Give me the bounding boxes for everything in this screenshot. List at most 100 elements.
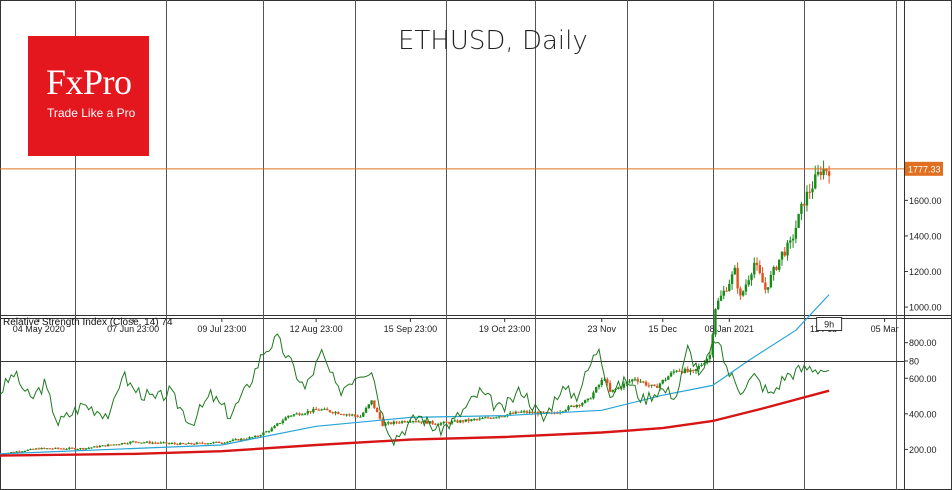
candle-body [251, 437, 254, 439]
candle-body [511, 412, 515, 414]
candle-body [542, 411, 545, 413]
candle-body [603, 379, 606, 381]
rsi-line [0, 333, 830, 447]
candle-body [228, 440, 232, 442]
candle-body [764, 282, 767, 290]
candle-body [317, 409, 321, 411]
candle-body [400, 421, 404, 423]
candle-body [478, 418, 481, 420]
candle-body [353, 414, 357, 416]
candle-body [597, 385, 601, 388]
candle-body [736, 267, 739, 289]
candle-body [572, 405, 576, 407]
candle-body [328, 410, 332, 413]
candle-body [281, 420, 285, 424]
candle-body [184, 443, 187, 445]
candle-body [664, 379, 667, 381]
x-tick-label: 05 Mar [871, 324, 899, 334]
candle-body [650, 384, 653, 386]
candle-body [126, 443, 129, 445]
y-tick-label: 200.00 [909, 445, 937, 455]
candle-body [450, 421, 454, 424]
x-tick-label: 12 Aug 23:00 [290, 324, 343, 334]
candle-body [59, 448, 63, 450]
candle-body [68, 447, 71, 449]
candle-body [34, 448, 38, 450]
candle-body [581, 403, 584, 406]
candle-body [112, 444, 115, 446]
candle-body [162, 442, 165, 444]
candle-body [700, 364, 703, 367]
candle-body [234, 439, 237, 441]
candle-body [816, 171, 820, 175]
candle-body [181, 443, 185, 445]
candle-body [808, 191, 811, 193]
candle-body [578, 404, 581, 406]
candle-body [276, 423, 279, 426]
candle-body [373, 400, 376, 408]
candle-body [697, 366, 700, 370]
current-price-label: 1777.33 [908, 164, 941, 174]
candle-body [522, 411, 526, 413]
candle-body [425, 420, 429, 424]
candle-body [766, 287, 770, 290]
y-tick-label: 800.00 [909, 338, 937, 348]
candle-body [106, 444, 110, 447]
candle-body [728, 283, 731, 291]
candle-body [154, 442, 157, 444]
candle-body [647, 385, 651, 387]
candle-body [633, 379, 637, 381]
candle-body [414, 421, 418, 423]
candle-body [348, 414, 351, 416]
candle-body [93, 446, 96, 448]
candle-body [37, 448, 41, 450]
candle-body [65, 448, 68, 450]
candle-body [48, 448, 52, 450]
candle-body [786, 242, 789, 256]
candle-body [617, 387, 620, 389]
candle-body [423, 420, 426, 423]
candle-body [500, 416, 504, 418]
candle-body [470, 419, 473, 421]
candle-body [489, 417, 493, 419]
candle-body [533, 412, 537, 414]
candle-body [775, 267, 778, 270]
candle-body [29, 448, 32, 450]
candle-body [420, 421, 423, 423]
candle-body [81, 448, 85, 450]
candle-body [12, 452, 16, 454]
x-tick-label: 07 Jun 23:00 [107, 324, 159, 334]
candle-body [428, 421, 432, 424]
candle-body [672, 371, 676, 373]
chart-title: ETHUSD, Daily [398, 26, 588, 56]
candle-body [201, 442, 204, 444]
candle-body [658, 383, 662, 388]
candle-body [301, 414, 304, 416]
candle-body [273, 425, 276, 429]
candle-body [359, 416, 362, 418]
candle-body [769, 274, 773, 288]
candle-body [545, 412, 548, 414]
candle-body [589, 398, 592, 400]
candle-body [606, 379, 609, 383]
candle-body [780, 251, 784, 260]
candle-body [98, 445, 102, 448]
candle-body [509, 412, 512, 415]
candle-body [406, 421, 409, 423]
candle-body [611, 389, 615, 392]
candle-body [778, 259, 781, 270]
candle-body [190, 442, 193, 444]
candle-body [262, 432, 265, 436]
candle-body [240, 438, 243, 441]
candle-body [567, 406, 570, 411]
candle-body [45, 448, 49, 450]
candle-body [495, 417, 498, 419]
candle-body [256, 435, 260, 437]
candle-body [686, 368, 689, 372]
candle-body [800, 203, 803, 214]
candle-body [661, 379, 664, 384]
candle-body [628, 381, 631, 383]
candle-body [753, 262, 756, 275]
candle-body [725, 290, 728, 292]
